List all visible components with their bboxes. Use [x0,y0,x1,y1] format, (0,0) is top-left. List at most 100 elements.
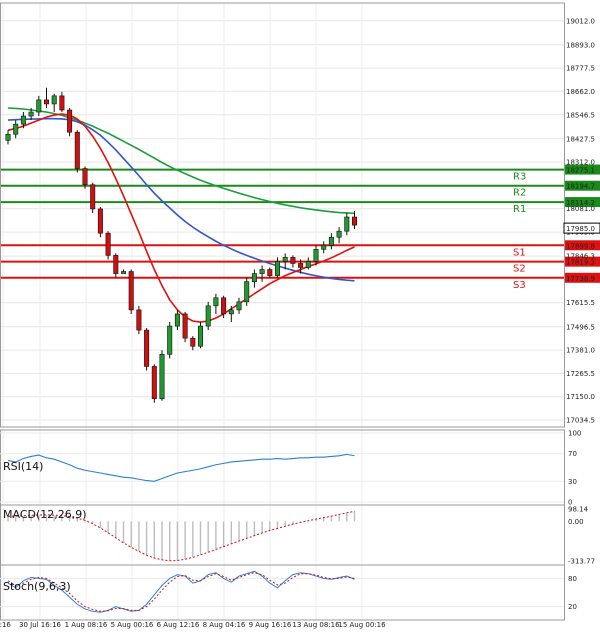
macd-tick-label: -313.77 [568,558,595,566]
last-price-box [563,222,600,234]
candle [267,267,273,278]
candle [36,95,42,117]
candle-body-down [267,269,273,276]
candle-body-down [136,309,142,331]
candle-body-up [174,313,180,327]
candle [236,297,242,314]
candle-body-up [305,261,311,268]
moving-average-line [7,113,355,323]
stoch-k-line [7,570,355,613]
rsi-tick-label: 100 [568,430,581,438]
macd-signal-line [7,510,355,562]
rsi-tick-label: 30 [568,478,577,486]
level-name-s1: S1 [513,247,526,258]
candle [336,227,342,244]
candle-body-up [321,244,327,250]
candle [344,212,350,236]
candle [351,210,357,230]
candle-body-up [336,230,342,238]
level-name-s2: S2 [513,264,526,275]
candle [244,277,250,306]
level-value-r3: 18275.1 [566,167,595,175]
candle [74,130,80,173]
macd-label: MACD(12,26,9) [3,508,87,521]
candle-body-up [28,111,34,117]
level-name-r1: R1 [513,204,526,215]
level-name-s3: S3 [513,280,526,291]
candle-body-up [205,305,211,327]
candle [313,245,319,266]
candle-body-down [113,255,119,274]
price-tick-label: 18312.0 [566,159,595,167]
candle-body-down [59,95,65,111]
candle [274,257,280,278]
candle-body-down [351,216,357,226]
pivot-levels: R3 18275.1 R2 18194.7 R1 18114.2 S1 17899.8 S2 17… [0,164,600,291]
price-tick-label: 18662.0 [566,88,595,96]
candle-body-down [82,168,88,186]
candle [59,91,65,113]
candle [151,364,157,403]
candle [113,253,119,278]
candle-body-up [228,309,234,315]
candle [20,112,26,129]
time-tick-label: 8 Aug 04:16 [203,621,246,629]
candle-body-down [151,366,157,400]
candle-body-up [236,301,242,311]
candle [182,311,188,343]
candle-body-up [167,325,173,355]
candle-body-up [20,115,26,125]
candle [128,269,134,314]
candle [159,350,165,401]
candle-body-down [190,337,196,347]
candle [298,259,304,274]
candle [174,309,180,331]
level-name-r2: R2 [513,188,526,199]
candle [282,253,288,270]
rsi-tick-label: 70 [568,450,577,458]
candle [221,295,227,318]
candle-body-up [159,354,165,400]
level-value-r1: 18114.2 [566,199,595,207]
candle [259,265,265,282]
rsi-tick-label: 0 [568,499,572,507]
candle [205,301,211,331]
price-tick-label: 18546.5 [566,111,595,119]
time-tick-label: 1 Aug 08:16 [65,621,108,629]
level-value-s2: 17819.3 [566,259,595,267]
candle-body-down [43,99,49,105]
moving-averages [7,107,355,323]
candle [305,257,311,270]
rsi-label: RSI(14) [3,460,43,473]
candle-body-up [13,123,19,135]
candles [5,87,357,403]
candle-body-down [290,257,296,264]
price-tick-label: 17846.3 [566,253,595,261]
level-value-s3: 17738.9 [566,275,595,283]
level-value-box [564,164,600,175]
price-tick-label: 17496.5 [566,323,595,331]
candle [136,305,142,335]
price-tick-label: 17381.0 [566,347,595,355]
candle [328,233,334,250]
candle [121,269,127,274]
level-name-r3: R3 [513,172,526,183]
candle-body-down [74,131,80,169]
last-price-label: 17985.0 [566,225,595,233]
candle [90,182,96,213]
candle [82,166,88,189]
macd-tick-label: 0.00 [568,518,584,526]
time-tick-label: 15 Aug 00:16 [338,621,386,629]
stoch-d-line [7,572,355,612]
candle-body-up [282,257,288,262]
macd-tick-label: 98.14 [568,506,589,514]
candle [51,93,57,113]
price-tick-label: 19012.0 [566,17,595,25]
level-value-s1: 17899.8 [566,242,595,250]
level-value-box [564,256,600,267]
candle-body-down [90,184,96,210]
candle-body-up [121,271,127,274]
candle [228,305,234,323]
candle [97,206,103,238]
moving-average-line [7,107,355,215]
